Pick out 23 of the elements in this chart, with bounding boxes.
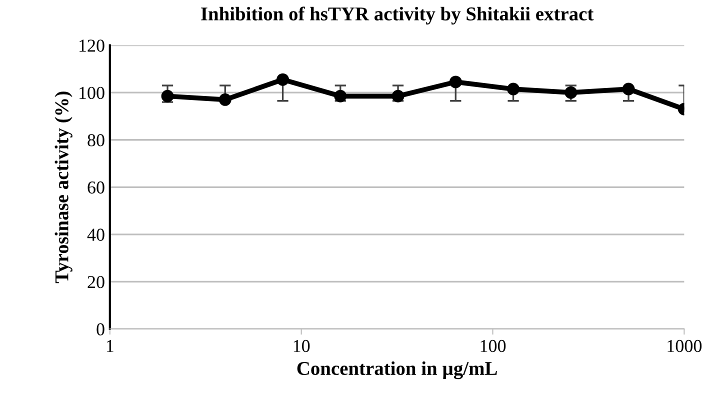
x-tick-label: 1 [106,340,114,352]
x-tick-label: 100 [480,340,506,352]
point [276,73,290,86]
point [449,76,462,88]
x-tick-label: 1000 [668,340,702,352]
point [392,90,404,102]
y-tick-label: 40 [87,228,104,241]
x-tick-label: 10 [294,340,310,352]
y-tick-label: 60 [88,181,104,194]
point [564,86,578,99]
y-tick-label: 20 [88,276,104,288]
y-axis-title: Tyrosinase activity (%) [54,92,72,284]
y-tick-label: 100 [80,86,104,100]
point [161,90,174,102]
y-tick-label: 0 [96,323,104,336]
y-tick-label: 80 [88,134,104,146]
point [507,82,520,96]
x-axis-title: Concentration in µg/mL [297,361,497,380]
point [218,93,232,106]
y-tick-label: 120 [80,40,104,52]
point [334,90,347,102]
chart-title: Inhibition of hsTYR activity by Shitakii extract [201,6,594,25]
point [622,82,635,96]
